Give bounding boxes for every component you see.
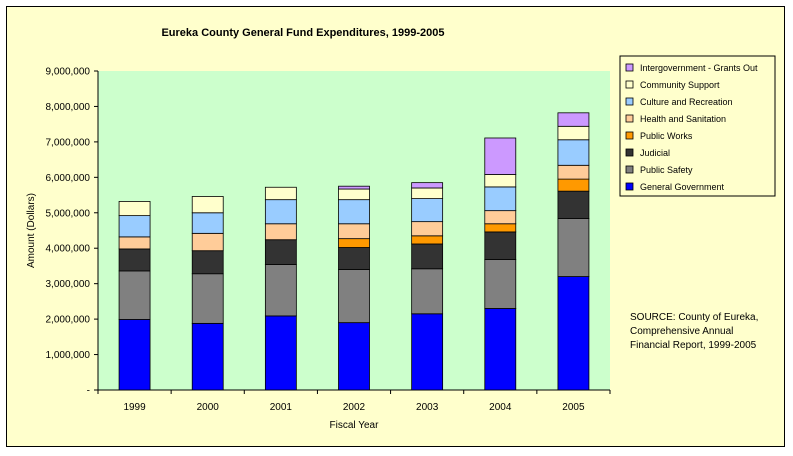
bar-segment bbox=[118, 215, 151, 238]
bar-segment bbox=[484, 137, 517, 175]
bar-segment bbox=[338, 247, 370, 270]
bar-segment bbox=[484, 210, 517, 225]
bar-segment bbox=[118, 248, 151, 272]
bar-segment bbox=[338, 188, 370, 201]
bar-segment bbox=[411, 221, 444, 237]
x-axis-label: Fiscal Year bbox=[330, 420, 380, 431]
bar-segment bbox=[484, 308, 517, 391]
legend-swatch bbox=[625, 97, 634, 106]
bar-segment bbox=[411, 243, 444, 270]
bar-segment bbox=[191, 232, 224, 252]
bar-segment bbox=[191, 212, 224, 234]
bar-segment bbox=[118, 201, 151, 217]
bar-segment bbox=[264, 315, 297, 391]
legend-swatch bbox=[625, 165, 634, 174]
bar-segment bbox=[264, 239, 297, 265]
y-tick-label: 4,000,000 bbox=[46, 244, 91, 255]
x-tick-label: 2003 bbox=[416, 402, 439, 413]
source-note-line: Financial Report, 1999-2005 bbox=[630, 340, 757, 351]
bar-segment bbox=[411, 182, 444, 189]
legend-box bbox=[619, 55, 776, 197]
chart: Eureka County General Fund Expenditures,… bbox=[6, 6, 785, 447]
x-tick-label: 2002 bbox=[343, 402, 366, 413]
legend-swatch bbox=[625, 80, 634, 89]
y-tick-label: 3,000,000 bbox=[46, 279, 91, 290]
bar-segment bbox=[338, 199, 370, 225]
bar-segment bbox=[411, 268, 444, 315]
bar-segment bbox=[411, 187, 444, 199]
legend-label: Culture and Recreation bbox=[640, 97, 733, 107]
x-tick-label: 2004 bbox=[489, 402, 512, 413]
legend-swatch bbox=[625, 114, 634, 123]
bar-segment bbox=[338, 185, 370, 190]
bar-segment bbox=[264, 199, 297, 225]
bar-segment bbox=[411, 313, 444, 391]
y-tick-label: 2,000,000 bbox=[46, 315, 91, 326]
bar-segment bbox=[484, 231, 517, 260]
y-tick-label: 1,000,000 bbox=[46, 350, 91, 361]
bar-segment bbox=[411, 198, 444, 223]
bar-segment bbox=[191, 196, 224, 214]
bar-segment bbox=[557, 164, 590, 180]
bar-segment bbox=[118, 236, 151, 250]
bar-segment bbox=[191, 322, 224, 391]
legend-swatch bbox=[625, 182, 634, 191]
legend-label: Judicial bbox=[640, 148, 670, 158]
x-tick-label: 1999 bbox=[123, 402, 146, 413]
bar-segment bbox=[557, 190, 590, 219]
x-tick-label: 2000 bbox=[197, 402, 220, 413]
bar-segment bbox=[118, 270, 151, 320]
stacked-bar-chart: Eureka County General Fund Expenditures,… bbox=[6, 6, 785, 447]
bar-segment bbox=[264, 223, 297, 241]
bar-segment bbox=[118, 319, 151, 391]
bar-segment bbox=[557, 218, 590, 277]
bar-segment bbox=[191, 273, 224, 324]
bar-segment bbox=[338, 223, 370, 240]
legend-label: General Government bbox=[640, 182, 725, 192]
bar-segment bbox=[411, 235, 444, 245]
legend-label: Community Support bbox=[640, 80, 720, 90]
bar-segment bbox=[484, 259, 517, 309]
bar-segment bbox=[338, 238, 370, 248]
bar-segment bbox=[484, 223, 517, 233]
source-note: SOURCE: County of Eureka, Comprehensive … bbox=[630, 311, 780, 353]
legend-label: Health and Sanitation bbox=[640, 114, 726, 124]
y-axis-label: Amount (Dollars) bbox=[26, 193, 37, 268]
legend-label: Public Works bbox=[640, 131, 693, 141]
y-tick-label: 9,000,000 bbox=[46, 67, 91, 78]
bar-segment bbox=[264, 186, 297, 201]
bar-segment bbox=[557, 112, 590, 127]
bar-segment bbox=[557, 125, 590, 141]
legend-label: Intergovernment - Grants Out bbox=[640, 63, 758, 73]
y-tick-label: 5,000,000 bbox=[46, 208, 91, 219]
legend-swatch bbox=[625, 63, 634, 72]
legend-swatch bbox=[625, 148, 634, 157]
bar-segment bbox=[264, 264, 297, 317]
legend-swatch bbox=[625, 131, 634, 140]
bar-segment bbox=[191, 250, 224, 275]
y-tick-label: 8,000,000 bbox=[46, 102, 91, 113]
bar-segment bbox=[484, 174, 517, 188]
x-tick-label: 2005 bbox=[562, 402, 585, 413]
bar-segment bbox=[338, 269, 370, 324]
bar-segment bbox=[338, 322, 370, 391]
legend-label: Public Safety bbox=[640, 165, 693, 175]
chart-title: Eureka County General Fund Expenditures,… bbox=[161, 27, 444, 39]
y-tick-label: - bbox=[87, 386, 90, 397]
bar-segment bbox=[484, 186, 517, 212]
y-tick-label: 6,000,000 bbox=[46, 173, 91, 184]
bar-segment bbox=[557, 276, 590, 391]
bar-segment bbox=[557, 139, 590, 166]
bar-segment bbox=[557, 178, 590, 192]
y-tick-label: 7,000,000 bbox=[46, 137, 91, 148]
x-tick-label: 2001 bbox=[270, 402, 293, 413]
source-note-line: SOURCE: County of Eureka, bbox=[630, 312, 759, 323]
source-note-line: Comprehensive Annual bbox=[630, 326, 734, 337]
